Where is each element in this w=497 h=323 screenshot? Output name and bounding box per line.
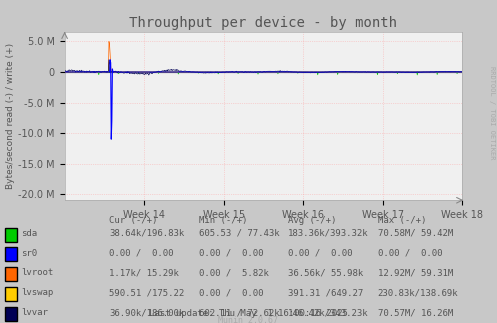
Text: 0.00 /  0.00: 0.00 / 0.00: [288, 249, 353, 258]
Text: Max (-/+): Max (-/+): [378, 216, 426, 225]
Text: 0.00 /  0.00: 0.00 / 0.00: [199, 249, 263, 258]
FancyBboxPatch shape: [5, 307, 17, 321]
Text: Cur (-/+): Cur (-/+): [109, 216, 158, 225]
Text: 1.17k/ 15.29k: 1.17k/ 15.29k: [109, 268, 179, 277]
Text: 12.92M/ 59.31M: 12.92M/ 59.31M: [378, 268, 453, 277]
Text: sda: sda: [21, 229, 37, 238]
Y-axis label: Bytes/second read (-) / write (+): Bytes/second read (-) / write (+): [6, 43, 15, 189]
Text: 0.00 /  0.00: 0.00 / 0.00: [109, 249, 174, 258]
Text: lvvar: lvvar: [21, 308, 48, 317]
Text: 391.31 /649.27: 391.31 /649.27: [288, 288, 363, 297]
Text: Avg (-/+): Avg (-/+): [288, 216, 336, 225]
Text: 70.57M/ 16.26M: 70.57M/ 16.26M: [378, 308, 453, 317]
Text: 38.64k/196.83k: 38.64k/196.83k: [109, 229, 184, 238]
Text: 0.00 /  0.00: 0.00 / 0.00: [378, 249, 442, 258]
FancyBboxPatch shape: [5, 247, 17, 261]
Title: Throughput per device - by month: Throughput per device - by month: [129, 16, 398, 30]
Text: 230.83k/138.69k: 230.83k/138.69k: [378, 288, 458, 297]
Text: 146.42k/343.23k: 146.42k/343.23k: [288, 308, 369, 317]
Text: 0.00 /  5.82k: 0.00 / 5.82k: [199, 268, 269, 277]
Text: 602.11 / 72.62k: 602.11 / 72.62k: [199, 308, 279, 317]
Text: Munin 2.0.67: Munin 2.0.67: [219, 316, 278, 323]
Text: 183.36k/393.32k: 183.36k/393.32k: [288, 229, 369, 238]
FancyBboxPatch shape: [5, 287, 17, 301]
Text: 605.53 / 77.43k: 605.53 / 77.43k: [199, 229, 279, 238]
Text: sr0: sr0: [21, 249, 37, 258]
Text: lvswap: lvswap: [21, 288, 53, 297]
Text: lvroot: lvroot: [21, 268, 53, 277]
Text: 70.58M/ 59.42M: 70.58M/ 59.42M: [378, 229, 453, 238]
Text: Min (-/+): Min (-/+): [199, 216, 247, 225]
FancyBboxPatch shape: [5, 267, 17, 281]
Text: 36.56k/ 55.98k: 36.56k/ 55.98k: [288, 268, 363, 277]
Text: 590.51 /175.22: 590.51 /175.22: [109, 288, 184, 297]
Text: RRDTOOL / TOBI OETIKER: RRDTOOL / TOBI OETIKER: [489, 66, 495, 160]
Text: 36.90k/186.00k: 36.90k/186.00k: [109, 308, 184, 317]
Text: Last update: Thu May  1 16:00:16 2025: Last update: Thu May 1 16:00:16 2025: [149, 309, 348, 318]
Text: 0.00 /  0.00: 0.00 / 0.00: [199, 288, 263, 297]
FancyBboxPatch shape: [5, 228, 17, 242]
